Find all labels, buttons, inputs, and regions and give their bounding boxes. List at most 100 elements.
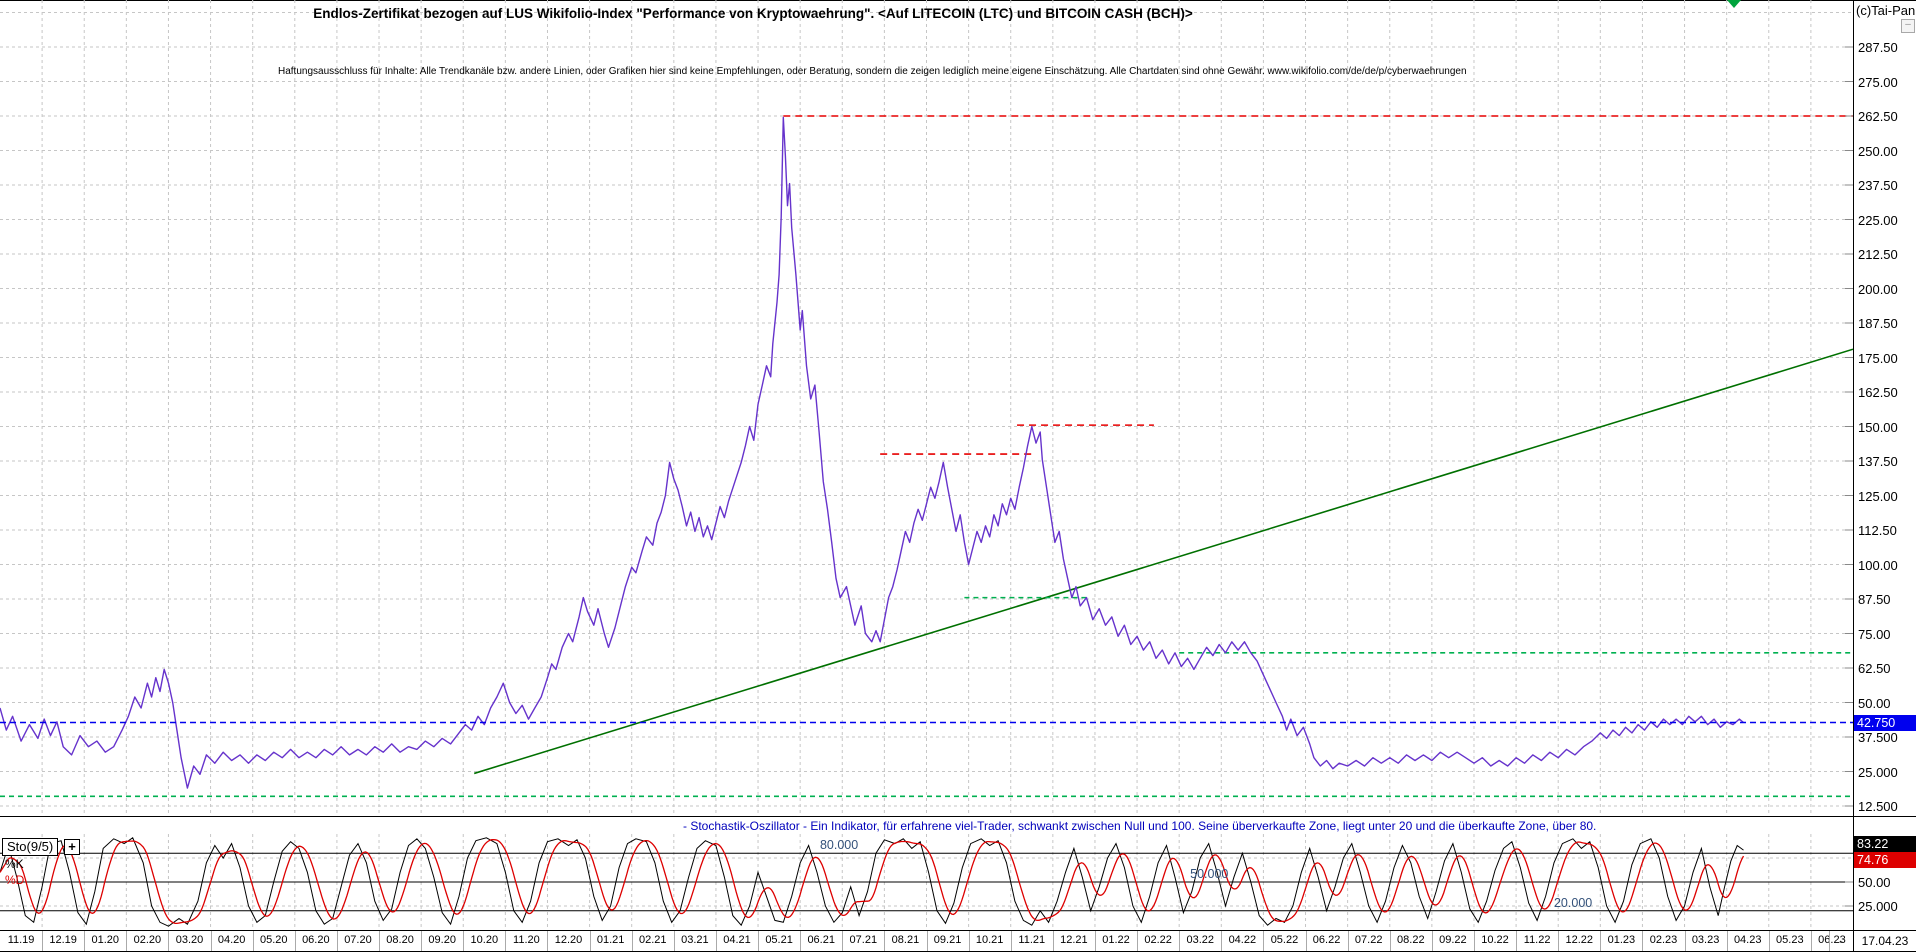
stochastic-note: - Stochastik-Oszillator - Ein Indikator,… (683, 819, 1597, 833)
price-tick-label: 137.50 (1858, 454, 1898, 469)
month-label: 04.23 (1733, 934, 1762, 946)
month-separator (1431, 931, 1433, 951)
month-separator (758, 931, 760, 951)
month-separator (842, 931, 844, 951)
price-tick-label: 262.50 (1858, 109, 1898, 124)
indicator-settings-box[interactable]: Sto(9/5) (2, 838, 59, 856)
month-label: 10.22 (1481, 934, 1509, 946)
month-separator (1684, 931, 1686, 951)
sto-d-line (0, 838, 1745, 925)
last-price-badge: 42.750 (1854, 715, 1916, 731)
price-tick-label: 50.00 (1858, 695, 1891, 711)
main-chart[interactable] (0, 0, 1853, 816)
sto-level-label: 20.000 (1553, 895, 1593, 910)
month-label: 11.19 (7, 934, 35, 946)
month-separator (1473, 931, 1475, 951)
sto-tick-label: 50.00 (1858, 875, 1891, 890)
month-separator (505, 931, 507, 951)
month-separator (1389, 931, 1391, 951)
price-tick-label: 100.00 (1858, 557, 1898, 573)
month-label: 06.23 (1818, 934, 1846, 946)
price-tick-label: 212.50 (1858, 247, 1898, 262)
chart-title: Endlos-Zertifikat bezogen auf LUS Wikifo… (313, 6, 1193, 21)
month-separator (1810, 931, 1812, 951)
month-label: 10.21 (975, 934, 1004, 946)
price-axis: 287.50 275.00 262.50 250.00 237.50 225.00 212.… (1854, 0, 1916, 816)
month-label: 12.22 (1565, 934, 1594, 946)
marker-down-icon (1727, 0, 1741, 8)
month-separator (379, 931, 381, 951)
month-label: 02.23 (1649, 934, 1678, 946)
stochastic-panel[interactable]: 80.000 50.000 20.000 (0, 834, 1853, 930)
month-separator (463, 931, 465, 951)
price-tick-label: 225.00 (1858, 212, 1898, 228)
disclaimer-text: Haftungsausschluss für Inhalte: Alle Tre… (278, 66, 1467, 77)
month-label: 08.20 (386, 934, 414, 946)
top-border (0, 0, 1916, 1)
month-separator (1600, 931, 1602, 951)
month-label: 03.22 (1186, 934, 1214, 946)
month-label: 11.21 (1018, 934, 1046, 946)
month-label: 04.22 (1228, 934, 1257, 946)
month-label: 01.21 (596, 934, 625, 946)
price-tick-label: 275.00 (1858, 74, 1898, 90)
price-tick-label: 125.00 (1858, 488, 1898, 504)
price-tick-label: 200.00 (1858, 281, 1898, 297)
month-label: 06.20 (302, 934, 330, 946)
month-separator (715, 931, 717, 951)
month-separator (1094, 931, 1096, 951)
month-separator (1052, 931, 1054, 951)
month-separator (1221, 931, 1223, 951)
chart-panel-divider (0, 816, 1916, 817)
collapse-button[interactable]: – (1901, 19, 1915, 33)
sto-svg[interactable] (0, 834, 1853, 930)
main-chart-svg[interactable] (0, 0, 1853, 816)
month-label: 04.21 (723, 934, 751, 946)
month-separator (631, 931, 633, 951)
month-separator (1305, 931, 1307, 951)
month-separator (589, 931, 591, 951)
month-separator (168, 931, 170, 951)
month-separator (126, 931, 128, 951)
month-separator (1137, 931, 1139, 951)
percent-d-label: %D (5, 873, 25, 887)
month-label: 02.22 (1144, 934, 1172, 946)
price-axis-line (1853, 0, 1854, 952)
price-tick-label: 187.50 (1858, 316, 1898, 331)
month-label: 05.20 (259, 934, 288, 946)
month-label: 03.23 (1691, 934, 1720, 946)
add-indicator-button[interactable]: + (64, 839, 80, 855)
month-separator (252, 931, 254, 951)
price-tick-label: 112.50 (1858, 523, 1897, 538)
month-label: 12.19 (49, 934, 77, 946)
price-tick-label: 237.50 (1858, 178, 1898, 193)
month-label: 07.21 (849, 934, 878, 946)
month-label: 09.20 (428, 934, 456, 946)
month-separator (1726, 931, 1728, 951)
price-tick-label: 87.50 (1858, 592, 1891, 607)
trendline (473, 348, 1853, 775)
current-date-label: 17.04.23 (1861, 934, 1909, 948)
month-separator (210, 931, 212, 951)
month-separator (1768, 931, 1770, 951)
month-label: 05.22 (1270, 934, 1299, 946)
month-separator (1347, 931, 1349, 951)
month-label: 07.20 (344, 934, 372, 946)
month-separator (926, 931, 928, 951)
price-line (0, 116, 1744, 789)
month-separator (547, 931, 549, 951)
month-label: 01.20 (91, 934, 120, 946)
price-tick-label: 25.000 (1858, 764, 1898, 780)
date-axis-top-border (0, 930, 1916, 931)
date-dash: - (1839, 934, 1843, 948)
price-tick-label: 75.00 (1858, 626, 1891, 642)
sto-axis: 50.00 25.000 (1854, 834, 1916, 930)
month-separator (1263, 931, 1265, 951)
month-separator (1558, 931, 1560, 951)
month-separator (1010, 931, 1012, 951)
sto-k-badge: 83.22 (1854, 836, 1916, 852)
month-label: 04.20 (217, 934, 246, 946)
month-label: 03.20 (175, 934, 204, 946)
price-tick-label: 162.50 (1858, 385, 1898, 400)
